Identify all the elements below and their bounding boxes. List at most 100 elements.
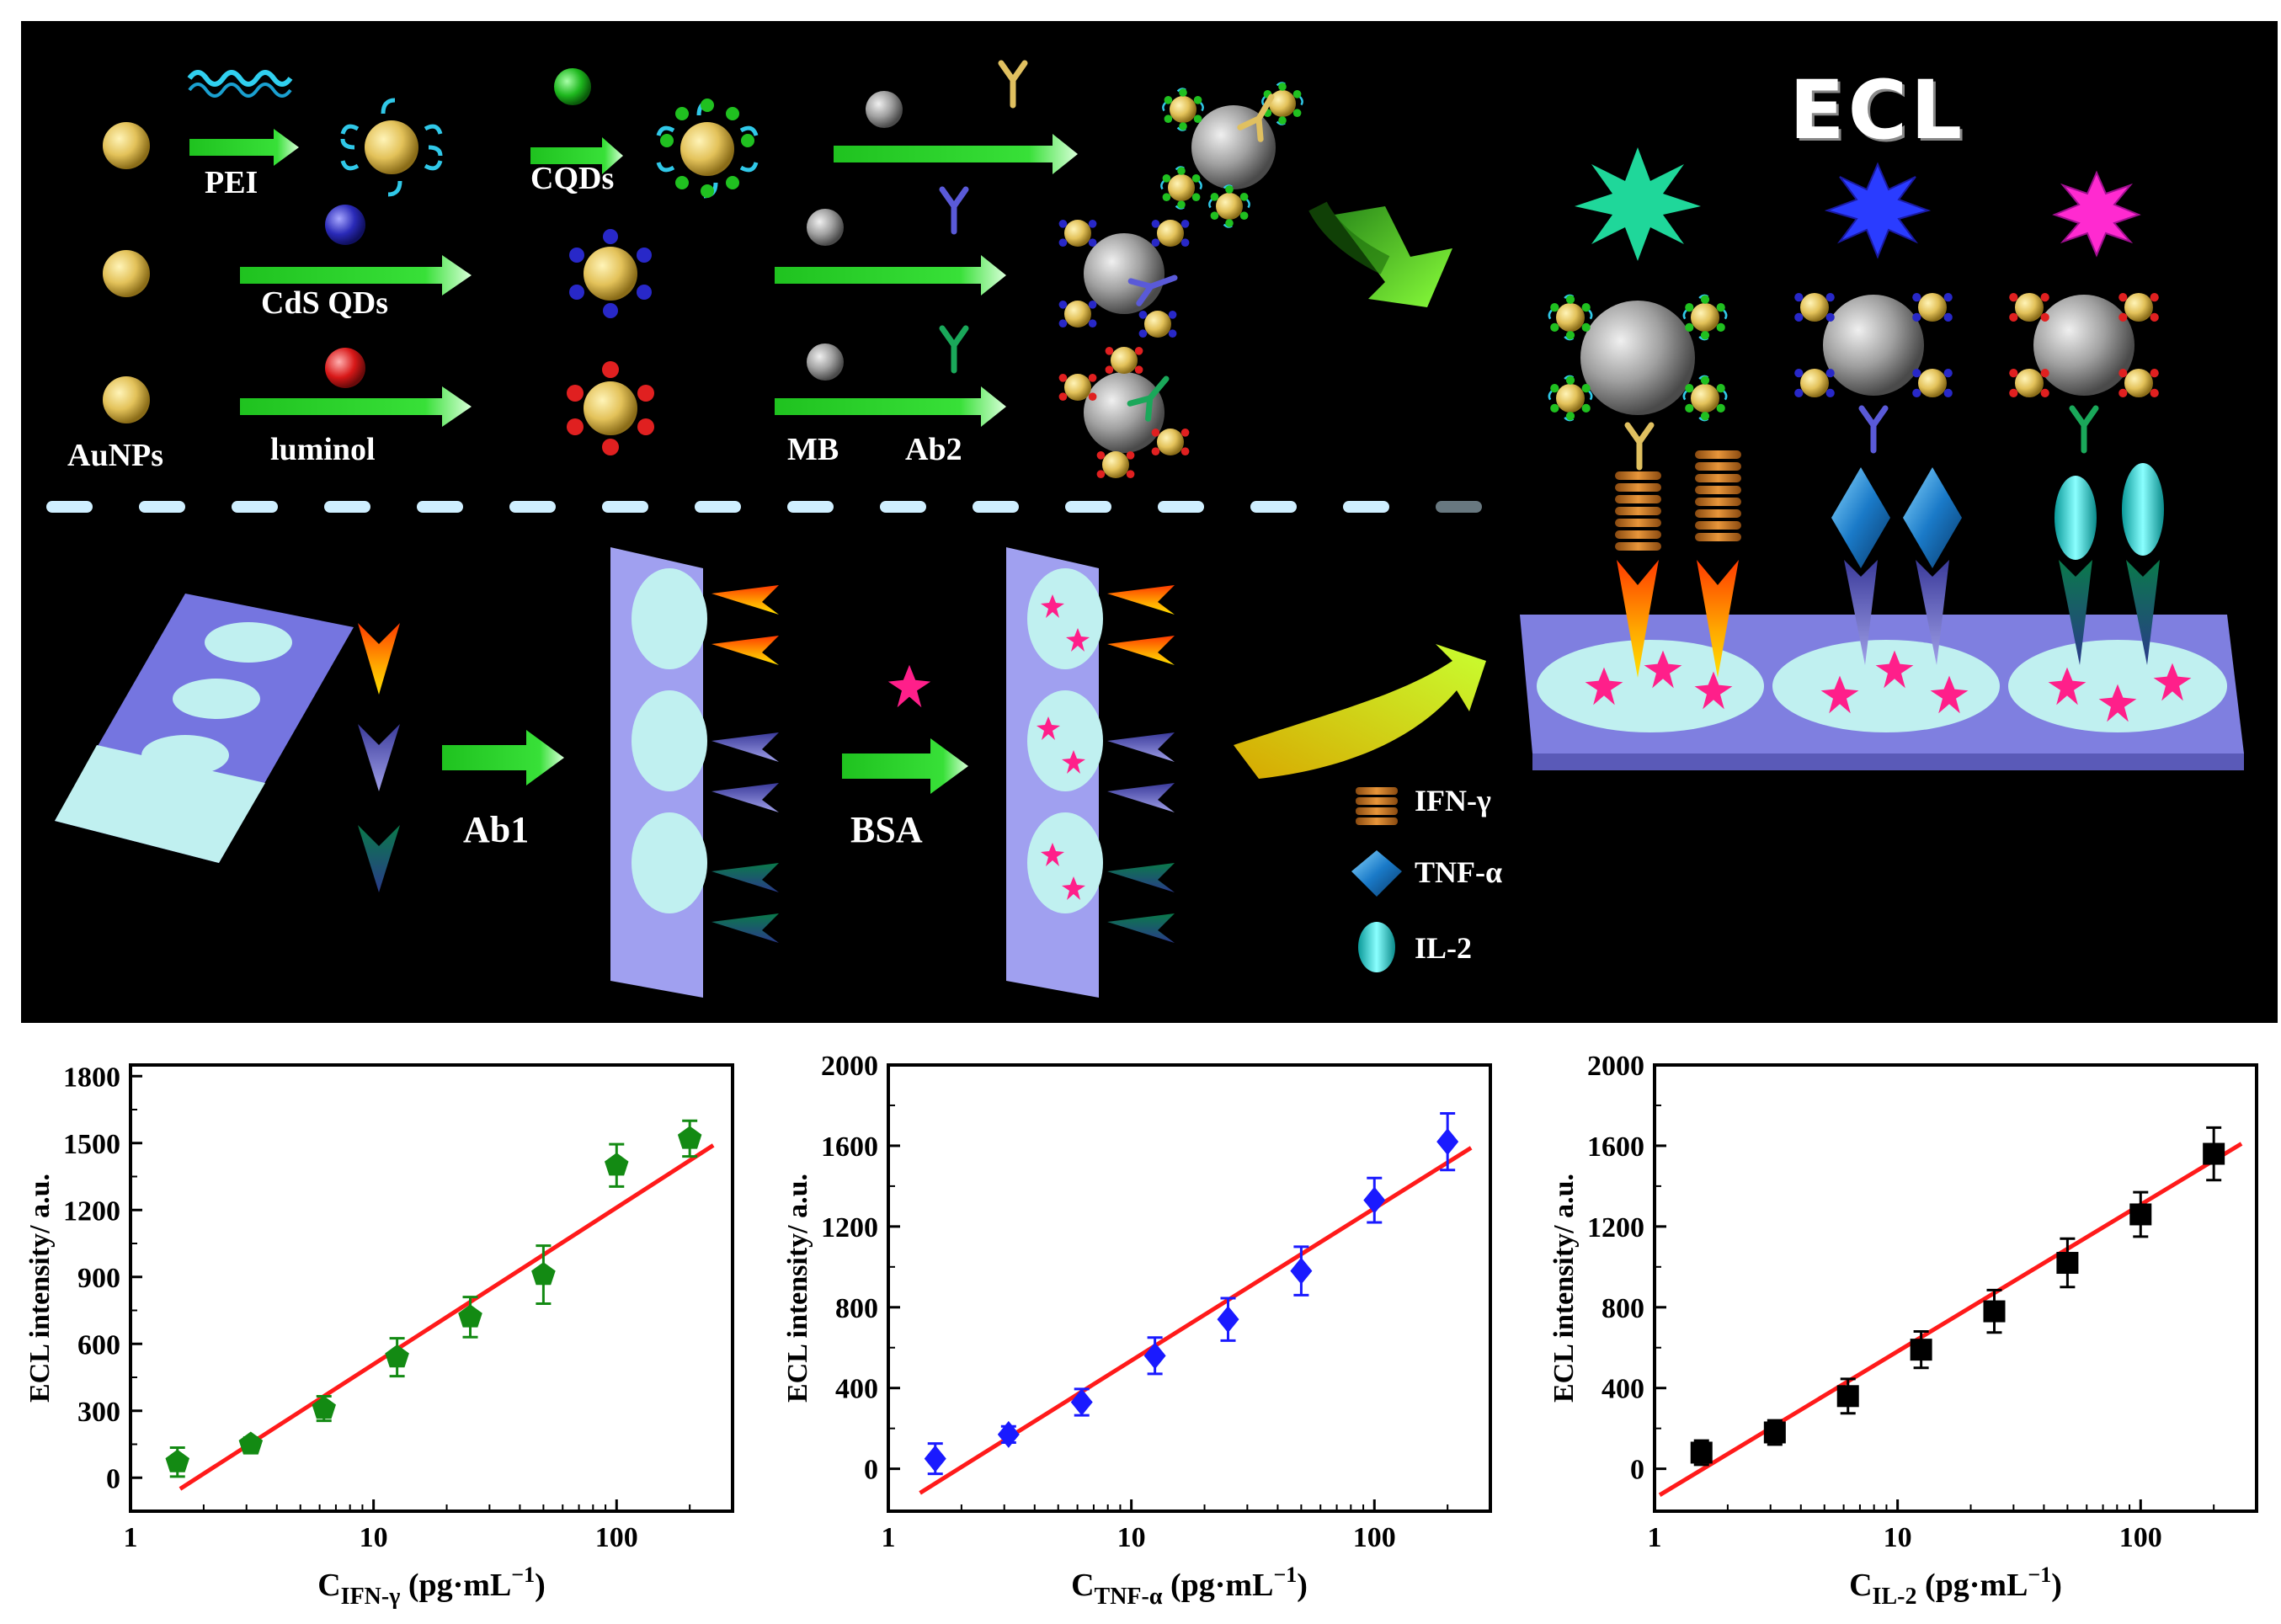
bsa-label: BSA — [850, 809, 923, 850]
data-point — [1690, 1441, 1713, 1464]
gold-nanoparticle — [103, 250, 150, 297]
y-tick-label: 1800 — [63, 1062, 120, 1093]
legend-il2-icon — [1358, 922, 1395, 972]
x-axis-label-part: ) — [1297, 1568, 1308, 1603]
ab2-antibody-icon — [942, 189, 966, 232]
x-axis-label: CIFN-γ (pg·mL−1) — [317, 1563, 546, 1610]
y-tick-label: 0 — [106, 1463, 120, 1494]
data-point — [1290, 1257, 1313, 1285]
green-probe-bead — [1160, 81, 1303, 228]
x-axis-label-part: ) — [535, 1568, 546, 1603]
combine-arrow — [1335, 206, 1452, 307]
luminol-bead — [325, 348, 365, 388]
data-point — [1910, 1339, 1932, 1361]
x-tick-label: 1 — [124, 1522, 138, 1553]
data-point — [1070, 1388, 1093, 1416]
ecl-burst-blue — [1824, 162, 1932, 259]
ecl-electrode-base — [1520, 615, 2244, 770]
data-point — [1217, 1306, 1239, 1334]
data-point — [1143, 1342, 1166, 1370]
y-axis-label: ECL intensity/ a.u. — [24, 1174, 56, 1403]
y-tick-label: 2000 — [821, 1051, 878, 1082]
y-tick-label: 900 — [77, 1263, 120, 1294]
row-cqd-synthesis — [103, 63, 1303, 228]
il2-calibration-chart: 0 400 800 1200 1600 2000 1 10 100 ECL intensity/ … — [1524, 1036, 2281, 1624]
magnetic-bead — [807, 209, 844, 246]
electrode-with-ab1 — [610, 547, 779, 998]
curved-arrow — [1234, 644, 1486, 779]
data-point — [312, 1396, 336, 1419]
y-tick-label: 1200 — [63, 1195, 120, 1227]
ecl-burst-magenta — [2052, 170, 2141, 258]
x-tick-label: 1 — [882, 1522, 896, 1553]
y-tick-label: 400 — [1601, 1374, 1644, 1405]
x-axis-label-part: (pg·mL — [400, 1568, 511, 1603]
bsa-star-icon — [887, 664, 931, 708]
x-axis-label-part: C — [317, 1568, 340, 1603]
data-point — [531, 1262, 556, 1286]
chart-svg: 0 400 800 1200 1600 2000 1 10 100 ECL intensity/ … — [782, 1051, 1492, 1610]
reaction-arrow — [530, 137, 623, 174]
x-axis-label-part: C — [1071, 1568, 1094, 1603]
data-point — [2129, 1203, 2152, 1226]
ecl-burst-green — [1575, 147, 1701, 261]
y-tick-label: 2000 — [1587, 1051, 1644, 1082]
data-point — [458, 1304, 482, 1328]
x-axis-label-part: IL-2 — [1873, 1584, 1917, 1610]
x-tick-label: 10 — [1884, 1522, 1912, 1553]
x-tick-label: 10 — [1117, 1522, 1146, 1553]
data-point — [605, 1153, 629, 1176]
chart-svg: 0 300 600 900 1200 1500 1800 1 10 100 ECL intensit… — [24, 1062, 734, 1610]
x-tick-label: 1 — [1648, 1522, 1662, 1553]
reaction-arrow — [775, 386, 1006, 427]
legend-tnf-label: TNF-α — [1415, 855, 1503, 889]
ab2-antibody-icon — [942, 328, 966, 370]
luminol-coated-aunp — [567, 361, 654, 455]
y-tick-label: 1500 — [63, 1129, 120, 1160]
mb-label: MB — [787, 432, 839, 467]
x-axis-label-part: ) — [2051, 1568, 2062, 1603]
reaction-arrow — [834, 134, 1078, 174]
y-tick-label: 1200 — [821, 1212, 878, 1243]
plot-frame — [129, 1063, 734, 1513]
data-point — [997, 1420, 1020, 1448]
tnf-sandwich — [1794, 293, 1962, 665]
y-tick-label: 600 — [77, 1329, 120, 1360]
ecl-title: ECL — [1789, 63, 1966, 157]
row-cds-synthesis — [103, 189, 1190, 338]
row-luminol-synthesis — [103, 328, 1190, 478]
plot-frame — [1653, 1063, 2258, 1513]
fit-line — [179, 1143, 715, 1491]
ab2-antibody-icon — [1001, 63, 1025, 105]
x-axis-label-part: −1 — [1273, 1563, 1297, 1587]
x-axis-label-part: IFN-γ — [341, 1584, 401, 1610]
scheme-graphics — [46, 21, 2244, 998]
assay-scheme-panel: PEI CQDs CdS QDs luminol AuNPs MB Ab2 Ab… — [21, 21, 2278, 1023]
y-tick-label: 800 — [1601, 1293, 1644, 1324]
ifn-calibration-chart: 0 300 600 900 1200 1500 1800 1 10 100 ECL intensit… — [0, 1036, 758, 1624]
reaction-arrow — [442, 730, 564, 785]
magnetic-bead — [866, 91, 903, 128]
y-tick-label: 0 — [1630, 1455, 1644, 1486]
y-tick-label: 800 — [835, 1293, 878, 1324]
luminol-label: luminol — [270, 432, 376, 467]
reaction-arrow — [842, 738, 968, 794]
plot-frame — [887, 1063, 1492, 1513]
tnf-calibration-chart: 0 400 800 1200 1600 2000 1 10 100 ECL intensity/ … — [758, 1036, 1516, 1624]
pei-polymer-icon — [187, 70, 293, 87]
y-tick-label: 400 — [835, 1374, 878, 1405]
data-point — [165, 1449, 189, 1472]
y-tick-label: 1200 — [1587, 1212, 1644, 1243]
x-axis-label-part: C — [1849, 1568, 1872, 1603]
cqd-coated-aunp — [656, 99, 759, 199]
y-axis-label: ECL intensity/ a.u. — [1548, 1174, 1580, 1403]
cds-qd-bead — [325, 205, 365, 245]
gold-nanoparticle — [103, 376, 150, 423]
magnetic-bead — [807, 343, 844, 381]
y-axis-label: ECL intensity/ a.u. — [782, 1174, 813, 1403]
reaction-arrow — [240, 386, 472, 427]
legend-ifn-icon — [1356, 787, 1398, 825]
ifn-sandwich — [1548, 294, 1741, 678]
ab2-label: Ab2 — [905, 432, 962, 467]
aunps-label: AuNPs — [67, 438, 164, 473]
